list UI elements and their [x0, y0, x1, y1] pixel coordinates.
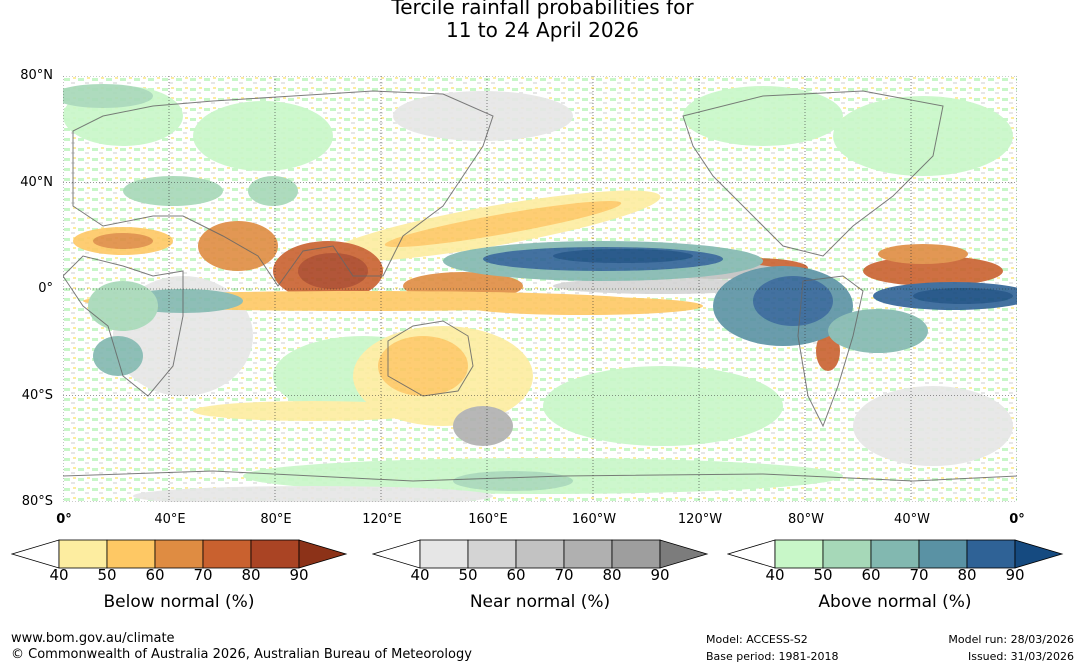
- africa-coast: [63, 255, 184, 397]
- below-tick-80: 80: [241, 566, 261, 584]
- lat-label-80n: 80°N: [20, 68, 53, 83]
- near-tick-70: 70: [554, 566, 574, 584]
- base-period: Base period: 1981-2018: [706, 650, 839, 663]
- above-tick-60: 60: [861, 566, 881, 584]
- lon-label-160w: 160°W: [571, 512, 617, 527]
- graticule: [63, 76, 1017, 502]
- lon-label-0-west: 0°: [56, 512, 72, 527]
- lon-label-120e: 120°E: [362, 512, 402, 527]
- below-normal-title: Below normal (%): [103, 592, 255, 612]
- colorbar-segment: [467, 539, 517, 569]
- lon-label-0-east: 0°: [1009, 512, 1025, 527]
- colorbar-extend-low: [727, 539, 776, 569]
- lon-label-40w: 40°W: [894, 512, 930, 527]
- south-america-coast: [797, 275, 864, 428]
- colorbar-segment: [870, 539, 920, 569]
- europe-asia-coast: [72, 90, 494, 287]
- above-tick-90: 90: [1005, 566, 1025, 584]
- lon-label-80w: 80°W: [788, 512, 824, 527]
- below-normal-colorbar: [11, 539, 348, 569]
- website-link[interactable]: www.bom.gov.au/climate: [11, 631, 175, 646]
- north-america-coast: [682, 90, 944, 257]
- colorbar-segment: [611, 539, 661, 569]
- colorbar-segment: [250, 539, 300, 569]
- lat-label-0: 0°: [38, 281, 53, 296]
- colorbar-segment: [202, 539, 252, 569]
- near-tick-90: 90: [650, 566, 670, 584]
- near-normal-colorbar: [372, 539, 709, 569]
- model-run-date: Model run: 28/03/2026: [948, 633, 1074, 646]
- colorbar-segment: [515, 539, 565, 569]
- below-tick-40: 40: [49, 566, 69, 584]
- above-tick-50: 50: [813, 566, 833, 584]
- tercile-map: [63, 76, 1017, 502]
- above-tick-70: 70: [909, 566, 929, 584]
- colorbar-segment: [154, 539, 204, 569]
- colorbar-extend-low: [372, 539, 421, 569]
- colorbar-segment: [966, 539, 1016, 569]
- lon-label-160e: 160°E: [468, 512, 508, 527]
- australia-coast: [387, 320, 474, 397]
- copyright-text: © Commonwealth of Australia 2026, Austra…: [11, 647, 472, 662]
- coastlines: [63, 90, 1017, 482]
- colorbar-segment: [58, 539, 108, 569]
- below-tick-70: 70: [193, 566, 213, 584]
- forecast-patches: [63, 84, 1017, 502]
- colorbar-segment: [918, 539, 968, 569]
- colorbar-extend-low: [11, 539, 60, 569]
- lat-label-80s: 80°S: [21, 494, 53, 509]
- near-normal-title: Near normal (%): [469, 592, 611, 612]
- near-tick-80: 80: [602, 566, 622, 584]
- below-tick-50: 50: [97, 566, 117, 584]
- title-line-1: Tercile rainfall probabilities for: [391, 0, 694, 19]
- near-tick-50: 50: [458, 566, 478, 584]
- map-title: Tercile rainfall probabilities for 11 to…: [0, 0, 1085, 42]
- antarctica-coast: [63, 470, 1017, 482]
- below-tick-60: 60: [145, 566, 165, 584]
- near-tick-60: 60: [506, 566, 526, 584]
- above-normal-title: Above normal (%): [818, 592, 972, 612]
- colorbar-extend-high: [659, 539, 709, 569]
- colorbar-extend-high: [298, 539, 348, 569]
- above-normal-colorbar: [727, 539, 1064, 569]
- above-tick-80: 80: [957, 566, 977, 584]
- lon-label-80e: 80°E: [260, 512, 292, 527]
- lat-label-40n: 40°N: [20, 175, 53, 190]
- model-name: Model: ACCESS-S2: [706, 633, 808, 646]
- colorbar-segment: [419, 539, 469, 569]
- above-tick-40: 40: [765, 566, 785, 584]
- lon-label-120w: 120°W: [677, 512, 723, 527]
- issued-date: Issued: 31/03/2026: [967, 650, 1074, 663]
- lon-label-40e: 40°E: [154, 512, 186, 527]
- below-tick-90: 90: [289, 566, 309, 584]
- colorbar-segment: [106, 539, 156, 569]
- lat-label-40s: 40°S: [21, 388, 53, 403]
- near-tick-40: 40: [410, 566, 430, 584]
- colorbar-segment: [563, 539, 613, 569]
- colorbar-segment: [774, 539, 824, 569]
- title-line-2: 11 to 24 April 2026: [445, 18, 640, 42]
- colorbar-extend-high: [1014, 539, 1064, 569]
- colorbar-segment: [822, 539, 872, 569]
